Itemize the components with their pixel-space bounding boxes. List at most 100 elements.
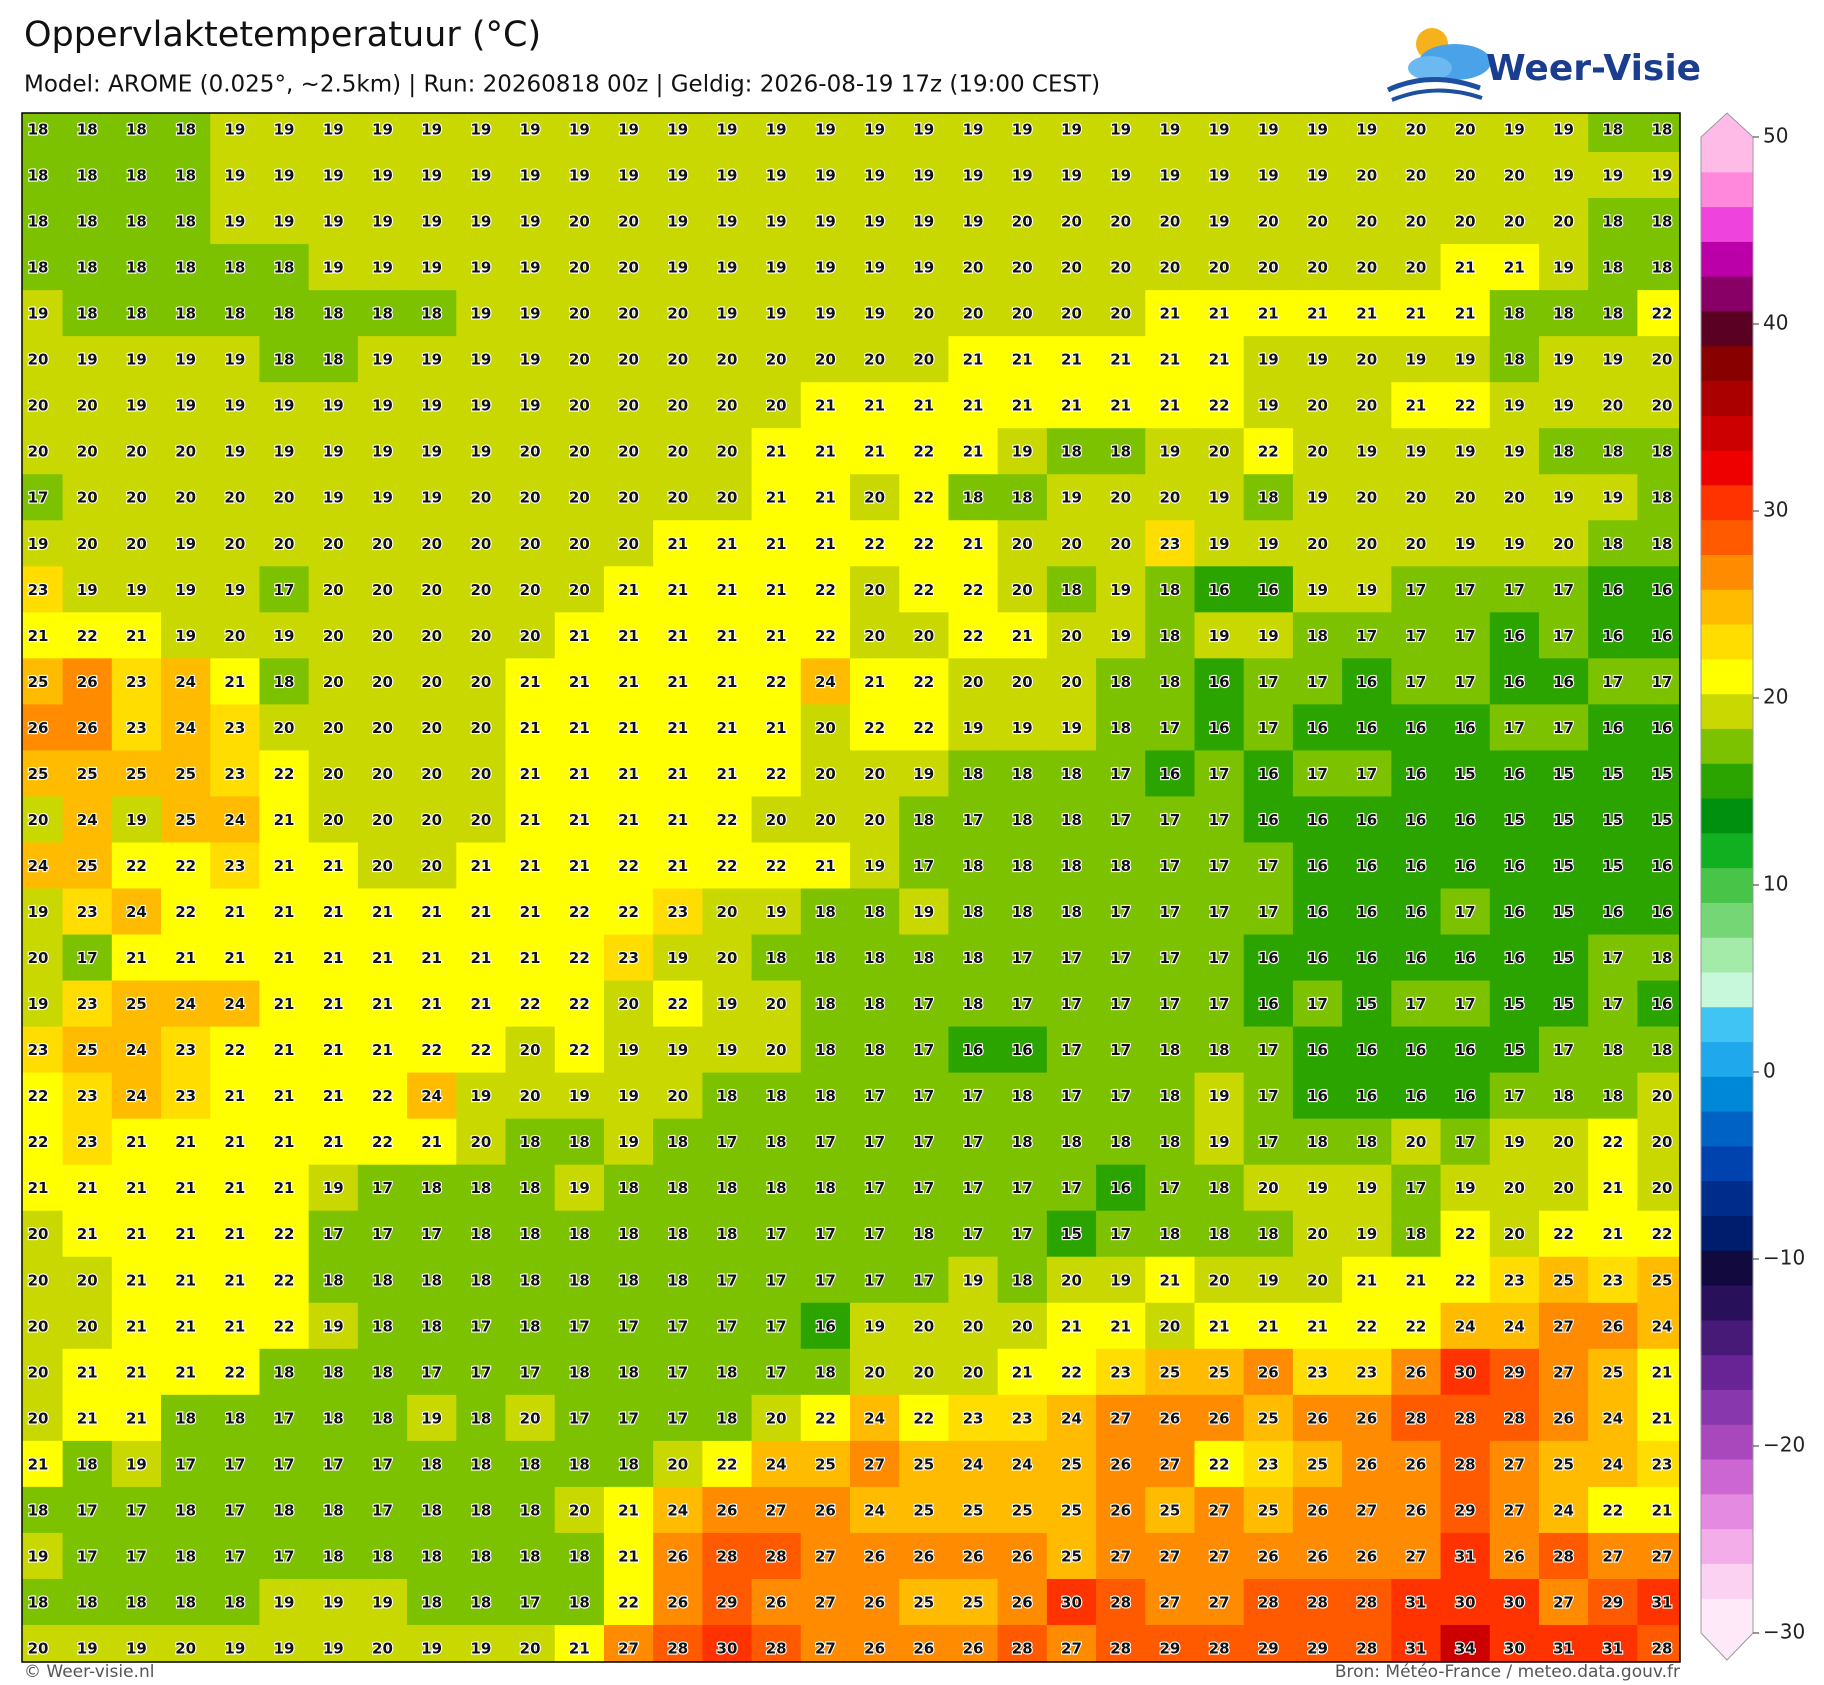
temp-value: 18 [520, 1317, 541, 1335]
temp-value: 22 [175, 903, 196, 921]
temp-cell [1489, 750, 1540, 798]
temp-cell [456, 1118, 507, 1166]
temp-value: 22 [77, 627, 98, 645]
temp-cell [161, 750, 211, 798]
temp-cell [603, 704, 654, 752]
temp-cell [259, 888, 310, 936]
temp-cell [161, 382, 211, 429]
temp-value: 27 [815, 1640, 836, 1658]
temp-value: 20 [175, 1640, 196, 1658]
temp-value: 22 [618, 903, 639, 921]
temp-value: 25 [963, 1593, 984, 1611]
temp-value: 26 [913, 1640, 934, 1658]
temp-cell [259, 980, 310, 1028]
temp-cell [1440, 612, 1491, 659]
temp-cell [161, 1578, 211, 1626]
temp-value: 21 [421, 949, 442, 967]
temp-value: 18 [126, 259, 147, 277]
temp-cell [111, 612, 162, 659]
temp-value: 18 [618, 1455, 639, 1473]
temp-cell [62, 842, 113, 890]
temp-value: 18 [470, 1179, 491, 1197]
temp-cell [997, 1624, 1048, 1662]
temp-value: 16 [1159, 765, 1180, 783]
temp-value: 18 [470, 1593, 491, 1611]
temp-cell [1145, 704, 1196, 752]
colorbar-bin [1701, 310, 1753, 347]
temp-cell [1292, 1118, 1343, 1166]
temp-cell [1096, 198, 1146, 245]
temp-value: 22 [274, 1317, 295, 1335]
temp-value: 23 [28, 1041, 49, 1059]
temp-cell [1096, 980, 1146, 1028]
temp-cell [1145, 1440, 1196, 1488]
temp-cell [850, 290, 900, 337]
temp-value: 23 [1110, 1363, 1131, 1381]
temp-cell [800, 888, 851, 936]
temp-value: 16 [1307, 857, 1328, 875]
temp-value: 19 [224, 397, 245, 415]
temp-value: 19 [1356, 121, 1377, 139]
temp-value: 19 [1455, 443, 1476, 461]
temp-value: 17 [1110, 995, 1131, 1013]
temp-cell [702, 1072, 753, 1120]
temp-cell [357, 1164, 408, 1212]
temp-value: 20 [717, 443, 738, 461]
temp-cell [1588, 290, 1638, 337]
temp-cell [1391, 1026, 1442, 1074]
temp-cell [1046, 1118, 1097, 1166]
temp-cell [111, 1072, 162, 1120]
temp-value: 24 [1455, 1317, 1476, 1335]
temp-cell [1194, 980, 1245, 1028]
temp-value: 19 [1110, 121, 1131, 139]
temp-cell [161, 612, 211, 659]
temp-cell [850, 796, 900, 844]
temp-cell [259, 1578, 310, 1626]
temp-cell [653, 1486, 703, 1534]
temp-value: 21 [1061, 397, 1082, 415]
temp-cell [1489, 1026, 1540, 1074]
temp-cell [1046, 428, 1097, 475]
temp-value: 15 [1553, 857, 1574, 875]
temp-value: 18 [618, 1179, 639, 1197]
colorbar-bin [1701, 1528, 1753, 1564]
temp-value: 18 [1209, 1041, 1230, 1059]
temp-cell [1096, 1578, 1146, 1626]
temp-cell [948, 1624, 999, 1662]
temp-cell [1538, 1072, 1589, 1120]
temp-cell [850, 474, 900, 521]
temp-value: 19 [175, 581, 196, 599]
temp-value: 17 [963, 1225, 984, 1243]
temp-value: 20 [815, 765, 836, 783]
temp-cell [653, 980, 703, 1028]
temp-cell [751, 1210, 802, 1258]
temp-cell [161, 1348, 211, 1396]
temp-value: 21 [1406, 305, 1427, 323]
temp-value: 17 [1061, 995, 1082, 1013]
temp-value: 19 [815, 213, 836, 231]
temp-cell [997, 750, 1048, 798]
temp-cell [1096, 244, 1146, 291]
temp-value: 20 [766, 351, 787, 369]
temp-value: 22 [126, 857, 147, 875]
temp-value: 20 [1356, 213, 1377, 231]
temp-cell [1292, 1440, 1343, 1488]
temp-cell [308, 1440, 359, 1488]
temp-cell [1342, 1348, 1392, 1396]
temp-cell [603, 1348, 654, 1396]
temp-value: 19 [323, 1640, 344, 1658]
temp-value: 17 [1209, 949, 1230, 967]
temp-cell [1489, 934, 1540, 982]
temp-cell [456, 704, 507, 752]
temp-cell [407, 1440, 457, 1488]
temp-cell [1538, 750, 1589, 798]
temp-cell [1538, 336, 1589, 383]
temp-value: 25 [28, 765, 49, 783]
temp-cell [505, 1348, 556, 1396]
temp-value: 18 [569, 1271, 590, 1289]
temp-value: 19 [766, 305, 787, 323]
temp-cell [899, 1624, 950, 1662]
temp-cell [259, 1256, 310, 1304]
temp-value: 23 [1159, 535, 1180, 553]
temp-value: 19 [126, 1455, 147, 1473]
